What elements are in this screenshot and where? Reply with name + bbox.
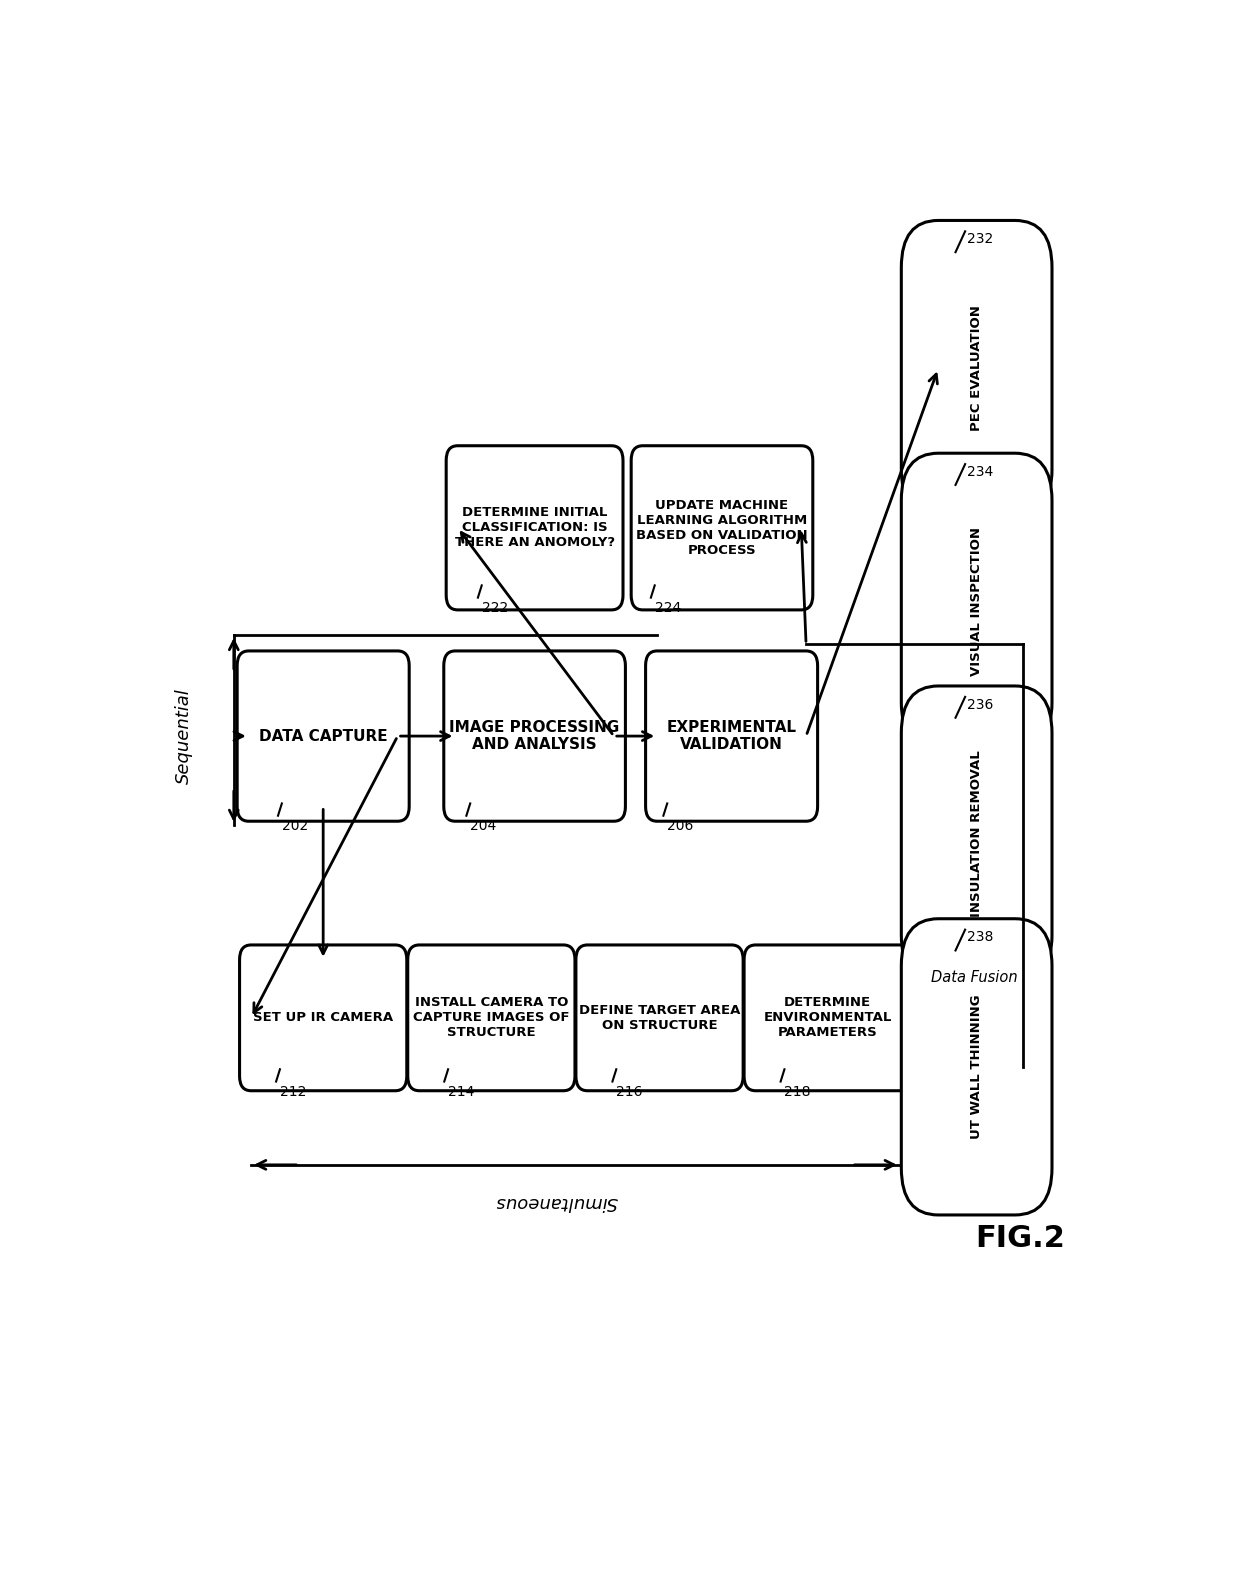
Text: INSULATION REMOVAL: INSULATION REMOVAL: [970, 751, 983, 918]
FancyBboxPatch shape: [408, 945, 575, 1091]
Text: 206: 206: [667, 819, 693, 834]
FancyBboxPatch shape: [901, 918, 1052, 1216]
Text: 204: 204: [470, 819, 496, 834]
Text: 224: 224: [655, 601, 681, 616]
Text: 234: 234: [967, 465, 993, 479]
Text: 238: 238: [967, 931, 993, 945]
Text: VISUAL INSPECTION: VISUAL INSPECTION: [970, 527, 983, 676]
Text: FIG.2: FIG.2: [975, 1223, 1065, 1252]
Text: UPDATE MACHINE
LEARNING ALGORITHM
BASED ON VALIDATION
PROCESS: UPDATE MACHINE LEARNING ALGORITHM BASED …: [636, 500, 807, 557]
Text: Sequential: Sequential: [175, 689, 193, 784]
Text: EXPERIMENTAL
VALIDATION: EXPERIMENTAL VALIDATION: [667, 719, 796, 753]
Text: 214: 214: [448, 1085, 475, 1099]
FancyBboxPatch shape: [646, 651, 817, 821]
Text: 202: 202: [281, 819, 308, 834]
Text: 232: 232: [967, 232, 993, 247]
FancyBboxPatch shape: [575, 945, 743, 1091]
Text: DETERMINE
ENVIRONMENTAL
PARAMETERS: DETERMINE ENVIRONMENTAL PARAMETERS: [764, 996, 892, 1039]
FancyBboxPatch shape: [444, 651, 625, 821]
Text: 218: 218: [785, 1085, 811, 1099]
Text: 212: 212: [280, 1085, 306, 1099]
Text: Data Fusion: Data Fusion: [931, 971, 1018, 985]
FancyBboxPatch shape: [239, 945, 407, 1091]
Text: PEC EVALUATION: PEC EVALUATION: [970, 305, 983, 431]
Text: Simultaneous: Simultaneous: [496, 1193, 618, 1211]
Text: 236: 236: [967, 697, 993, 711]
Text: DEFINE TARGET AREA
ON STRUCTURE: DEFINE TARGET AREA ON STRUCTURE: [579, 1004, 740, 1033]
Text: DETERMINE INITIAL
CLASSIFICATION: IS
THERE AN ANOMOLY?: DETERMINE INITIAL CLASSIFICATION: IS THE…: [455, 506, 615, 549]
Text: INSTALL CAMERA TO
CAPTURE IMAGES OF
STRUCTURE: INSTALL CAMERA TO CAPTURE IMAGES OF STRU…: [413, 996, 569, 1039]
FancyBboxPatch shape: [901, 221, 1052, 517]
Text: 216: 216: [616, 1085, 642, 1099]
Text: UT WALL THINNING: UT WALL THINNING: [970, 994, 983, 1139]
FancyBboxPatch shape: [631, 445, 812, 609]
FancyBboxPatch shape: [237, 651, 409, 821]
FancyBboxPatch shape: [901, 453, 1052, 749]
Text: SET UP IR CAMERA: SET UP IR CAMERA: [253, 1012, 393, 1025]
FancyBboxPatch shape: [446, 445, 622, 609]
Text: 222: 222: [481, 601, 508, 616]
Text: IMAGE PROCESSING
AND ANALYSIS: IMAGE PROCESSING AND ANALYSIS: [449, 719, 620, 753]
FancyBboxPatch shape: [901, 686, 1052, 982]
Text: DATA CAPTURE: DATA CAPTURE: [259, 729, 387, 743]
FancyBboxPatch shape: [744, 945, 911, 1091]
